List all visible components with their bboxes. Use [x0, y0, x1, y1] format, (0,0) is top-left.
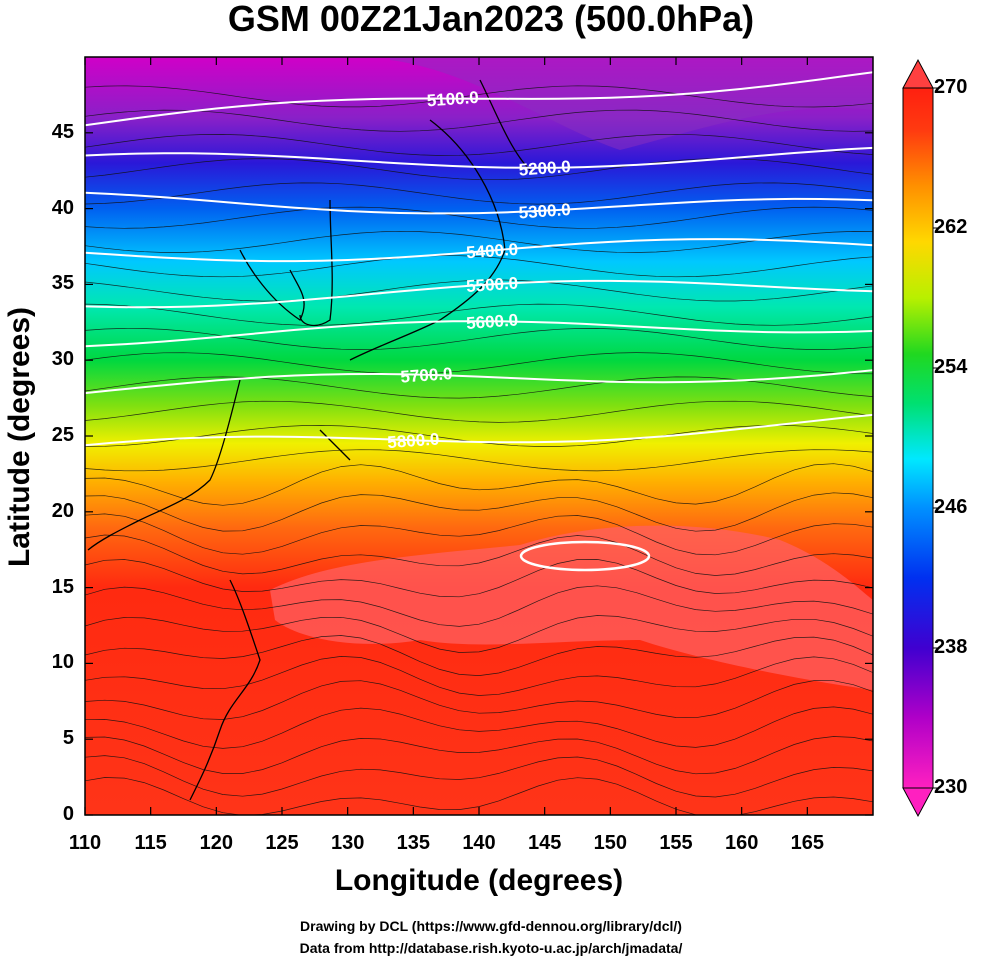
contour-label: 5800.0 [387, 429, 440, 452]
axis-ticks [84, 57, 873, 816]
contour-label: 5100.0 [426, 88, 479, 111]
colorbar-label: 230 [934, 776, 968, 798]
closed-contour [519, 540, 651, 572]
geopotential-contours [85, 71, 873, 447]
pink-high [390, 57, 873, 150]
y-tick-label: 0 [62, 803, 74, 825]
colorbar-bottom-arrow [902, 787, 934, 818]
y-tick-label: 35 [51, 272, 74, 295]
x-tick-label: 160 [724, 832, 759, 854]
credit-data: Data from http://database.rish.kyoto-u.a… [299, 940, 683, 956]
contour-label: 5400.0 [466, 240, 519, 263]
contour-line [85, 279, 873, 309]
x-axis-label: Longitude (degrees) [334, 864, 624, 897]
x-tick-label: 145 [527, 832, 562, 854]
x-tick-label: 155 [659, 832, 693, 854]
colorbar-top-arrow [902, 58, 934, 89]
chart-title: GSM 00Z21Jan2023 (500.0hPa) [227, 0, 755, 39]
coastlines [87, 79, 531, 801]
colorbar [902, 87, 934, 789]
y-tick-label: 40 [51, 196, 74, 219]
contour-label: 5600.0 [466, 310, 519, 333]
y-tick-label: 10 [51, 651, 74, 674]
contour-labels: 5100.0 5200.0 5300.0 5400.0 5500.0 5600.0 5700… [387, 88, 572, 452]
x-tick-label: 115 [134, 832, 167, 854]
wind-streamlines [85, 85, 873, 815]
colorbar-label: 238 [934, 636, 968, 658]
y-tick-label: 20 [51, 499, 74, 522]
contour-line [85, 238, 873, 263]
y-tick-label: 45 [51, 120, 74, 143]
colorbar-label: 246 [934, 496, 968, 518]
y-tick-label: 30 [51, 348, 74, 371]
contour-label: 5500.0 [466, 273, 519, 296]
x-tick-label: 120 [199, 832, 234, 854]
contour-line [85, 320, 873, 348]
contour-label: 5200.0 [518, 157, 571, 180]
contour-label: 5300.0 [518, 200, 571, 223]
contour-label: 5700.0 [400, 364, 453, 387]
x-tick-label: 150 [593, 832, 628, 854]
contour-line [85, 71, 873, 127]
y-tick-label: 15 [51, 575, 74, 598]
x-tick-label: 135 [396, 832, 431, 854]
x-tick-label: 110 [68, 832, 102, 854]
x-tick-label: 125 [265, 832, 299, 854]
contour-line [85, 191, 873, 215]
colorbar-label: 254 [934, 356, 968, 378]
y-tick-label: 5 [62, 727, 74, 750]
contour-line [85, 413, 873, 447]
colorbar-label: 262 [934, 216, 968, 238]
y-axis-label: Latitude (degrees) [3, 306, 36, 568]
x-tick-label: 165 [790, 832, 825, 854]
contour-line [85, 146, 873, 169]
credit-drawing: Drawing by DCL (https://www.gfd-dennou.o… [300, 918, 682, 934]
x-tick-label: 130 [330, 832, 365, 854]
y-tick-label: 25 [51, 424, 74, 446]
warm-patch [270, 525, 873, 690]
colorbar-label: 270 [934, 76, 968, 98]
x-tick-label: 140 [462, 832, 496, 854]
contour-line [85, 369, 873, 395]
